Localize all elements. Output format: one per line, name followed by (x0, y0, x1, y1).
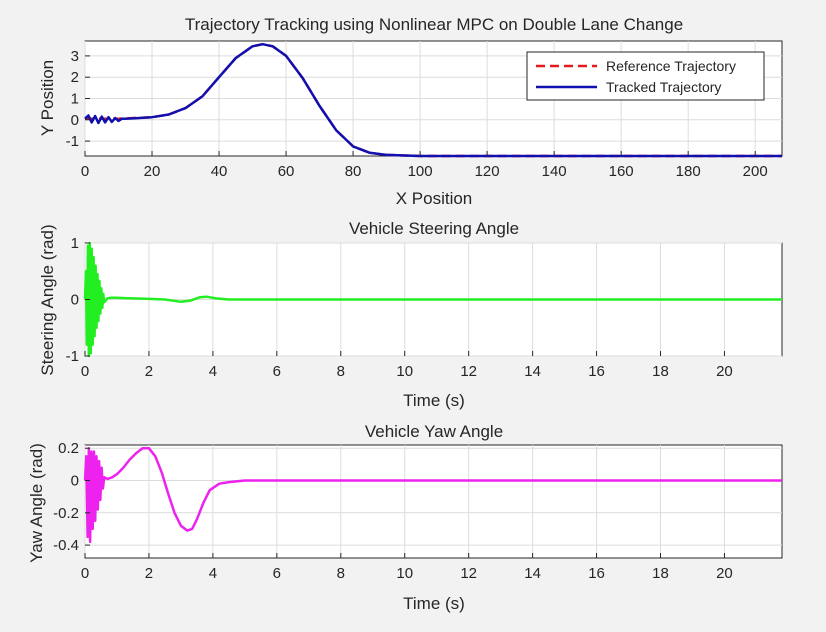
y-tick-label: -1 (66, 133, 79, 150)
y-tick-label: -0.4 (53, 537, 79, 554)
x-tick-label: 2 (145, 363, 153, 380)
x-tick-label: 200 (743, 163, 768, 180)
legend-tracked-label: Tracked Trajectory (606, 79, 721, 95)
series-line-yaw-angle (83, 446, 782, 544)
steering-title: Vehicle Steering Angle (349, 219, 519, 238)
x-tick-label: 180 (676, 163, 701, 180)
steering-lines (83, 241, 782, 358)
x-tick-label: 160 (609, 163, 634, 180)
x-tick-label: 2 (145, 565, 153, 582)
x-tick-label: 8 (337, 363, 345, 380)
x-tick-label: 18 (652, 363, 669, 380)
x-tick-label: 10 (396, 565, 413, 582)
y-tick-label: 0.2 (58, 440, 79, 457)
x-tick-label: 140 (542, 163, 567, 180)
x-tick-label: 40 (211, 163, 228, 180)
yaw-axes (84, 444, 783, 559)
legend-reference-label: Reference Trajectory (606, 58, 736, 74)
x-tick-label: 8 (337, 565, 345, 582)
x-tick-label: 4 (209, 363, 217, 380)
y-tick-label: 0 (71, 292, 79, 309)
trajectory-title: Trajectory Tracking using Nonlinear MPC … (185, 15, 683, 34)
steering-panel: Vehicle Steering Angle 0 2 4 6 8 10 12 14 16 18 20… (38, 219, 783, 410)
x-tick-label: 12 (460, 565, 477, 582)
yaw-y-ticks: -0.4 -0.2 0 0.2 (53, 440, 90, 554)
yaw-ylabel: Yaw Angle (rad) (27, 443, 46, 563)
series-line-steering-angle (83, 241, 782, 358)
yaw-x-ticks: 0 2 4 6 8 10 12 14 16 18 20 (81, 553, 733, 582)
x-tick-label: 14 (524, 565, 541, 582)
steering-y-ticks: -1 0 1 (66, 235, 90, 365)
x-tick-label: 4 (209, 565, 217, 582)
yaw-panel: Vehicle Yaw Angle 0 2 4 6 8 10 12 14 16 18 20 -0.4… (27, 422, 783, 613)
yaw-lines (83, 446, 782, 544)
y-tick-label: 1 (71, 91, 79, 108)
trajectory-legend: Reference Trajectory Tracked Trajectory (526, 51, 765, 101)
y-tick-label: 0 (71, 112, 79, 129)
y-tick-label: -1 (66, 348, 79, 365)
x-tick-label: 10 (396, 363, 413, 380)
x-tick-label: 100 (408, 163, 433, 180)
trajectory-panel: Trajectory Tracking using Nonlinear MPC … (38, 15, 783, 208)
yaw-xlabel: Time (s) (403, 594, 465, 613)
x-tick-label: 0 (81, 163, 89, 180)
x-tick-label: 120 (475, 163, 500, 180)
steering-x-ticks: 0 2 4 6 8 10 12 14 16 18 20 (81, 351, 733, 380)
steering-xlabel: Time (s) (403, 391, 465, 410)
x-tick-label: 80 (345, 163, 362, 180)
x-tick-label: 12 (460, 363, 477, 380)
x-tick-label: 16 (588, 363, 605, 380)
y-tick-label: 2 (71, 69, 79, 86)
y-tick-label: 3 (71, 48, 79, 65)
trajectory-lines (84, 42, 782, 158)
x-tick-label: 6 (273, 565, 281, 582)
x-tick-label: 6 (273, 363, 281, 380)
trajectory-y-ticks: -1 0 1 2 3 (66, 48, 90, 150)
x-tick-label: 18 (652, 565, 669, 582)
y-tick-label: 0 (71, 473, 79, 490)
x-tick-label: 20 (716, 565, 733, 582)
x-tick-label: 20 (716, 363, 733, 380)
x-tick-label: 14 (524, 363, 541, 380)
yaw-title: Vehicle Yaw Angle (365, 422, 503, 441)
trajectory-x-ticks: 0 20 40 60 80 100 120 140 160 180 200 (81, 151, 768, 180)
series-line-tracked-trajectory (84, 42, 782, 158)
legend-box (526, 51, 765, 101)
y-tick-label: 1 (71, 235, 79, 252)
y-tick-label: -0.2 (53, 505, 79, 522)
x-tick-label: 60 (278, 163, 295, 180)
x-tick-label: 20 (144, 163, 161, 180)
x-tick-label: 0 (81, 363, 89, 380)
x-tick-label: 0 (81, 565, 89, 582)
trajectory-ylabel: Y Position (38, 60, 57, 136)
x-tick-label: 16 (588, 565, 605, 582)
steering-ylabel: Steering Angle (rad) (38, 224, 57, 375)
trajectory-xlabel: X Position (396, 189, 473, 208)
